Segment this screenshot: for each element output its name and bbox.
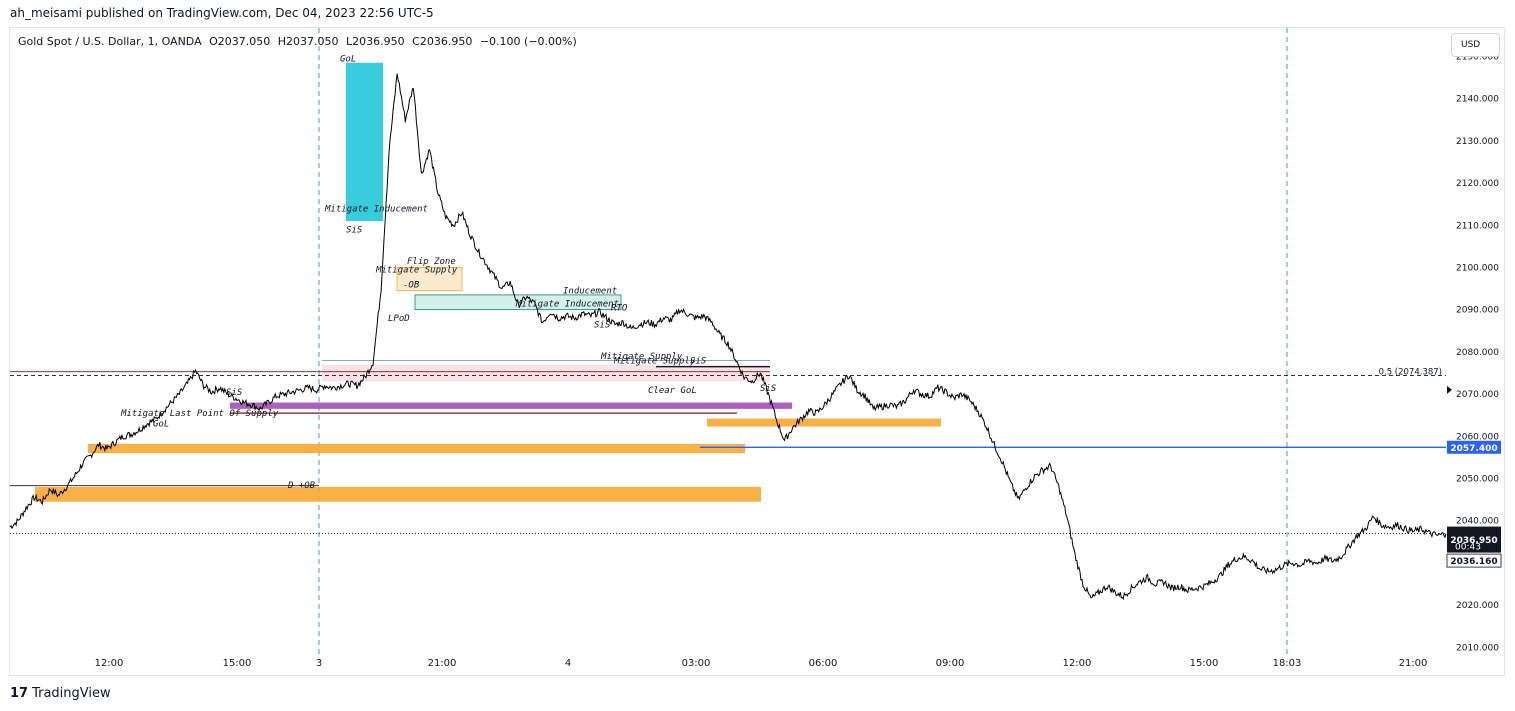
annotation-label: Mitigate Inducement (515, 299, 619, 309)
x-tick-label: 15:00 (223, 658, 252, 669)
annotation-label: Clear GoL (648, 386, 697, 396)
last-price-tag-bg (1447, 526, 1501, 553)
currency-button[interactable]: USD (1451, 33, 1500, 57)
chart-frame (9, 27, 1505, 676)
x-tick-label: 21:00 (428, 658, 457, 669)
annotation-label: Mitigate Supply (375, 266, 458, 276)
y-tick-label: 2080.000 (1456, 348, 1499, 358)
annotation-label: Flip Zone (407, 257, 456, 267)
zone-demand-orange-mid (707, 418, 941, 427)
brand-name: TradingView (32, 686, 111, 701)
published-line: ah_meisami published on TradingView.com,… (10, 6, 434, 20)
annotation-label: -OB (403, 280, 420, 290)
x-tick-label: 18:03 (1273, 658, 1302, 669)
zone-purple-zone (230, 402, 792, 409)
x-tick-label: 15:00 (1190, 658, 1219, 669)
legend-open: O2037.050 (209, 35, 271, 48)
y-tick-label: 2040.000 (1456, 517, 1499, 527)
y-tick-label: 2090.000 (1456, 306, 1499, 316)
blue-line-price-tag-bg (1447, 440, 1501, 454)
tv-logo-icon: 17 (10, 686, 29, 701)
x-tick-label: 06:00 (809, 658, 838, 669)
price-series-line (9, 73, 1447, 601)
y-tick-label: 2120.000 (1456, 179, 1499, 189)
zone-supply-orange-small (396, 267, 463, 292)
tradingview-logo[interactable]: 17 TradingView (10, 686, 111, 701)
fib-level-label: 0.5 (2074.387) (1379, 368, 1442, 378)
annotation-label: SiS (760, 384, 777, 394)
blue-line-price-tag: 2057.400 (1450, 444, 1497, 454)
annotation-label: Mitigate Supply (600, 352, 683, 362)
annotation-label: D +OB (287, 481, 316, 491)
annotation-label: Mitigate Inducement (324, 204, 428, 214)
legend-close: C2036.950 (412, 35, 473, 48)
annotation-label: SiS (690, 356, 707, 366)
x-tick-label: 21:00 (1399, 658, 1428, 669)
annotation-label: SiS (346, 225, 363, 235)
x-tick-label: 09:00 (936, 658, 965, 669)
symbol-name[interactable]: Gold Spot / U.S. Dollar, 1, OANDA (18, 35, 202, 48)
prev-close-tag-bg (1446, 553, 1502, 568)
y-tick-label: 2100.000 (1456, 263, 1499, 273)
y-tick-label: 2130.000 (1456, 137, 1499, 147)
y-tick-label: 2020.000 (1456, 601, 1499, 611)
y-tick-label: 2070.000 (1456, 390, 1499, 400)
y-tick-label: 2140.000 (1456, 95, 1499, 105)
legend-low: L2036.950 (346, 35, 405, 48)
annotation-label: Mitigate Last Point Of Supply (120, 409, 279, 419)
x-tick-label: 12:00 (1063, 658, 1092, 669)
zone-demand-orange-low (35, 486, 761, 502)
y-tick-label: 2010.000 (1456, 643, 1499, 653)
axis-marker-icon (1447, 385, 1452, 394)
legend-high: H2037.050 (277, 35, 339, 48)
annotation-label: SiS (226, 388, 243, 398)
annotation-label: Inducement (563, 287, 617, 297)
countdown-label: 00:43 (1455, 543, 1481, 553)
annotation-label: SiS (594, 320, 611, 330)
y-tick-label: 2050.000 (1456, 475, 1499, 485)
x-tick-label: 12:00 (95, 658, 124, 669)
x-tick-label: 4 (565, 658, 571, 669)
prev-close-tag: 2036.160 (1450, 557, 1497, 567)
last-price-tag: 2036.950 (1450, 536, 1497, 546)
zone-supply-cyan (346, 62, 383, 222)
zone-demand-orange-gray (88, 443, 745, 454)
y-tick-label: 2150.000 (1456, 52, 1499, 62)
x-tick-label: 3 (316, 658, 322, 669)
annotation-label: GoL (153, 420, 169, 430)
y-tick-label: 2110.000 (1456, 221, 1499, 231)
zone-supply-pink (322, 364, 770, 382)
annotation-label: Mitigate Supply (613, 356, 696, 366)
annotation-label: GoL (340, 55, 356, 65)
annotation-label: LPoD (388, 314, 410, 324)
legend-change: −0.100 (−0.00%) (479, 35, 577, 48)
annotation-label: RTO (611, 304, 628, 314)
x-tick-label: 03:00 (682, 658, 711, 669)
symbol-legend: Gold Spot / U.S. Dollar, 1, OANDA O2037.… (18, 35, 581, 48)
y-tick-label: 2060.000 (1456, 432, 1499, 442)
